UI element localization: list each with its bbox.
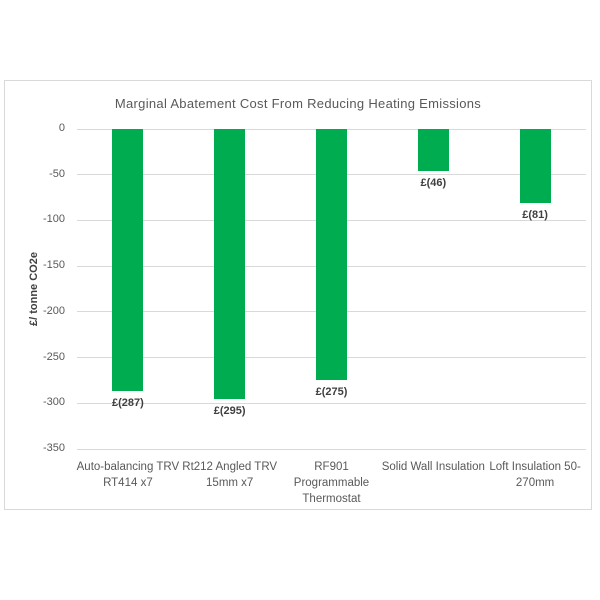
chart-title: Marginal Abatement Cost From Reducing He… bbox=[114, 96, 482, 111]
gridline bbox=[77, 402, 586, 404]
bar-data-label: £(81) bbox=[522, 209, 548, 222]
y-tick-label: -50 bbox=[49, 167, 65, 180]
bar bbox=[112, 129, 144, 392]
bar bbox=[519, 129, 551, 204]
x-category-label: Loft Insulation 50-270mm bbox=[489, 461, 581, 489]
bar-data-label: £(295) bbox=[213, 404, 246, 417]
chart-container: Marginal Abatement Cost From Reducing He… bbox=[4, 80, 592, 510]
y-tick-label: -350 bbox=[42, 442, 65, 454]
bar-data-label: £(46) bbox=[420, 177, 447, 190]
x-category-label: Solid Wall Insulation bbox=[381, 461, 485, 473]
x-category-label: Auto-balancing TRV RT414 x7 bbox=[76, 461, 180, 489]
y-tick-label: -300 bbox=[42, 396, 65, 409]
bar-data-label: £(275) bbox=[315, 386, 348, 399]
bar bbox=[417, 129, 449, 172]
y-tick-label: -150 bbox=[42, 259, 65, 272]
gridline bbox=[77, 448, 586, 450]
y-tick-label: -100 bbox=[42, 213, 65, 226]
bar-data-label: £(287) bbox=[111, 397, 144, 410]
x-category-label: RF901 Programmable Thermostat bbox=[293, 461, 370, 505]
y-tick-label: -250 bbox=[42, 350, 65, 363]
x-category-label: Rt212 Angled TRV 15mm x7 bbox=[182, 461, 278, 489]
plot-area bbox=[77, 128, 586, 450]
y-tick-label: 0 bbox=[58, 122, 65, 134]
bar bbox=[214, 129, 246, 399]
bar bbox=[316, 129, 347, 381]
y-tick-label: -200 bbox=[42, 304, 65, 317]
